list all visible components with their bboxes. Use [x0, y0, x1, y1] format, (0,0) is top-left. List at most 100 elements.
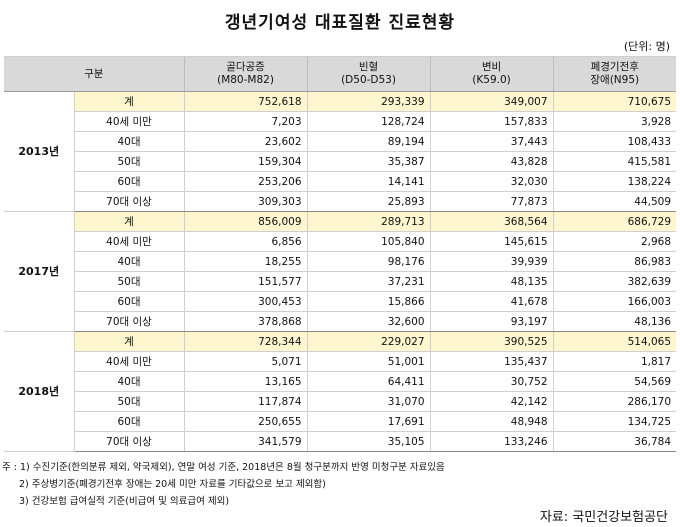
value-cell: 35,387 — [306, 151, 431, 172]
value-cell: 37,231 — [306, 271, 431, 292]
value-cell: 728,344 — [183, 331, 308, 352]
value-cell: 133,246 — [429, 431, 554, 452]
value-cell: 13,165 — [183, 371, 308, 392]
value-cell: 5,071 — [183, 351, 308, 372]
value-cell: 41,678 — [429, 291, 554, 312]
value-cell: 856,009 — [183, 211, 308, 232]
table-row: 40대 23,602 89,194 37,443 108,433 — [4, 131, 677, 152]
value-cell: 93,197 — [429, 311, 554, 332]
value-cell: 382,639 — [552, 271, 677, 292]
value-cell: 51,001 — [306, 351, 431, 372]
value-cell: 15,866 — [306, 291, 431, 312]
value-cell: 64,411 — [306, 371, 431, 392]
value-cell: 710,675 — [552, 91, 677, 112]
value-cell: 3,928 — [552, 111, 677, 132]
table-row: 50대 159,304 35,387 43,828 415,581 — [4, 151, 677, 172]
value-cell: 77,873 — [429, 191, 554, 212]
value-cell: 134,725 — [552, 411, 677, 432]
value-cell: 36,784 — [552, 431, 677, 452]
value-cell: 30,752 — [429, 371, 554, 392]
value-cell: 286,170 — [552, 391, 677, 412]
value-cell: 166,003 — [552, 291, 677, 312]
value-cell: 145,615 — [429, 231, 554, 252]
table-row: 70대 이상 341,579 35,105 133,246 36,784 — [4, 431, 677, 452]
footnote-1: 주 : 1) 수진기준(한의분류 제외, 약국제외), 연말 여성 기준, 20… — [2, 462, 445, 473]
value-cell: 341,579 — [183, 431, 308, 452]
table-row: 40세 미만 6,856 105,840 145,615 2,968 — [4, 231, 677, 252]
value-cell: 159,304 — [183, 151, 308, 172]
value-cell: 253,206 — [183, 171, 308, 192]
category-cell: 계 — [74, 91, 185, 112]
year-cell: 2018년 — [4, 331, 75, 452]
table-body: 2013년 계 752,618 293,339 349,007 710,675 40세 미만… — [4, 91, 677, 452]
category-cell: 40대 — [74, 251, 185, 272]
value-cell: 35,105 — [306, 431, 431, 452]
value-cell: 752,618 — [183, 91, 308, 112]
value-cell: 14,141 — [306, 171, 431, 192]
table-row: 70대 이상 378,868 32,600 93,197 48,136 — [4, 311, 677, 332]
value-cell: 48,135 — [429, 271, 554, 292]
category-cell: 40대 — [74, 131, 185, 152]
table-row: 50대 151,577 37,231 48,135 382,639 — [4, 271, 677, 292]
value-cell: 378,868 — [183, 311, 308, 332]
value-cell: 17,691 — [306, 411, 431, 432]
value-cell: 54,569 — [552, 371, 677, 392]
value-cell: 229,027 — [306, 331, 431, 352]
value-cell: 289,713 — [306, 211, 431, 232]
source-label: 자료: 국민건강보험공단 — [539, 510, 668, 525]
category-cell: 50대 — [74, 391, 185, 412]
table-row: 2013년 계 752,618 293,339 349,007 710,675 — [4, 91, 677, 212]
table-header-row: 구분 골다공증 (M80-M82) 빈혈 (D50-D53) 변비 (K59.0) 폐… — [4, 56, 677, 92]
value-cell: 2,968 — [552, 231, 677, 252]
value-cell: 39,939 — [429, 251, 554, 272]
value-cell: 415,581 — [552, 151, 677, 172]
category-cell: 40세 미만 — [74, 231, 185, 252]
value-cell: 18,255 — [183, 251, 308, 272]
value-cell: 48,948 — [429, 411, 554, 432]
footnote-3: 3) 건강보험 급여실적 기준(비급여 및 의료급여 제외) — [19, 496, 230, 507]
table-row: 40세 미만 5,071 51,001 135,437 1,817 — [4, 351, 677, 372]
value-cell: 43,828 — [429, 151, 554, 172]
value-cell: 6,856 — [183, 231, 308, 252]
value-cell: 128,724 — [306, 111, 431, 132]
category-cell: 40세 미만 — [74, 351, 185, 372]
table-row: 60대 250,655 17,691 48,948 134,725 — [4, 411, 677, 432]
value-cell: 32,030 — [429, 171, 554, 192]
value-cell: 309,303 — [183, 191, 308, 212]
value-cell: 48,136 — [552, 311, 677, 332]
value-cell: 44,509 — [552, 191, 677, 212]
value-cell: 151,577 — [183, 271, 308, 292]
year-cell: 2013년 — [4, 91, 75, 212]
header-anemia: 빈혈 (D50-D53) — [306, 56, 431, 92]
value-cell: 135,437 — [429, 351, 554, 372]
value-cell: 293,339 — [306, 91, 431, 112]
value-cell: 686,729 — [552, 211, 677, 232]
table-row: 40세 미만 7,203 128,724 157,833 3,928 — [4, 111, 677, 132]
category-cell: 40대 — [74, 371, 185, 392]
value-cell: 32,600 — [306, 311, 431, 332]
value-cell: 98,176 — [306, 251, 431, 272]
value-cell: 1,817 — [552, 351, 677, 372]
value-cell: 368,564 — [429, 211, 554, 232]
table-row: 50대 117,874 31,070 42,142 286,170 — [4, 391, 677, 412]
year-cell: 2017년 — [4, 211, 75, 332]
value-cell: 25,893 — [306, 191, 431, 212]
value-cell: 108,433 — [552, 131, 677, 152]
unit-label: (단위: 명) — [623, 40, 670, 53]
category-cell: 60대 — [74, 291, 185, 312]
value-cell: 138,224 — [552, 171, 677, 192]
category-cell: 계 — [74, 211, 185, 232]
table-row: 2018년 계 728,344 229,027 390,525 514,065 — [4, 331, 677, 452]
header-menopause-disorder: 폐경기전후 장애(N95) — [552, 56, 677, 92]
table-row: 60대 300,453 15,866 41,678 166,003 — [4, 291, 677, 312]
category-cell: 계 — [74, 331, 185, 352]
value-cell: 300,453 — [183, 291, 308, 312]
value-cell: 105,840 — [306, 231, 431, 252]
category-cell: 60대 — [74, 411, 185, 432]
page-title: 갱년기여성 대표질환 진료현황 — [224, 13, 456, 33]
category-cell: 60대 — [74, 171, 185, 192]
value-cell: 23,602 — [183, 131, 308, 152]
value-cell: 157,833 — [429, 111, 554, 132]
value-cell: 42,142 — [429, 391, 554, 412]
table-row: 60대 253,206 14,141 32,030 138,224 — [4, 171, 677, 192]
